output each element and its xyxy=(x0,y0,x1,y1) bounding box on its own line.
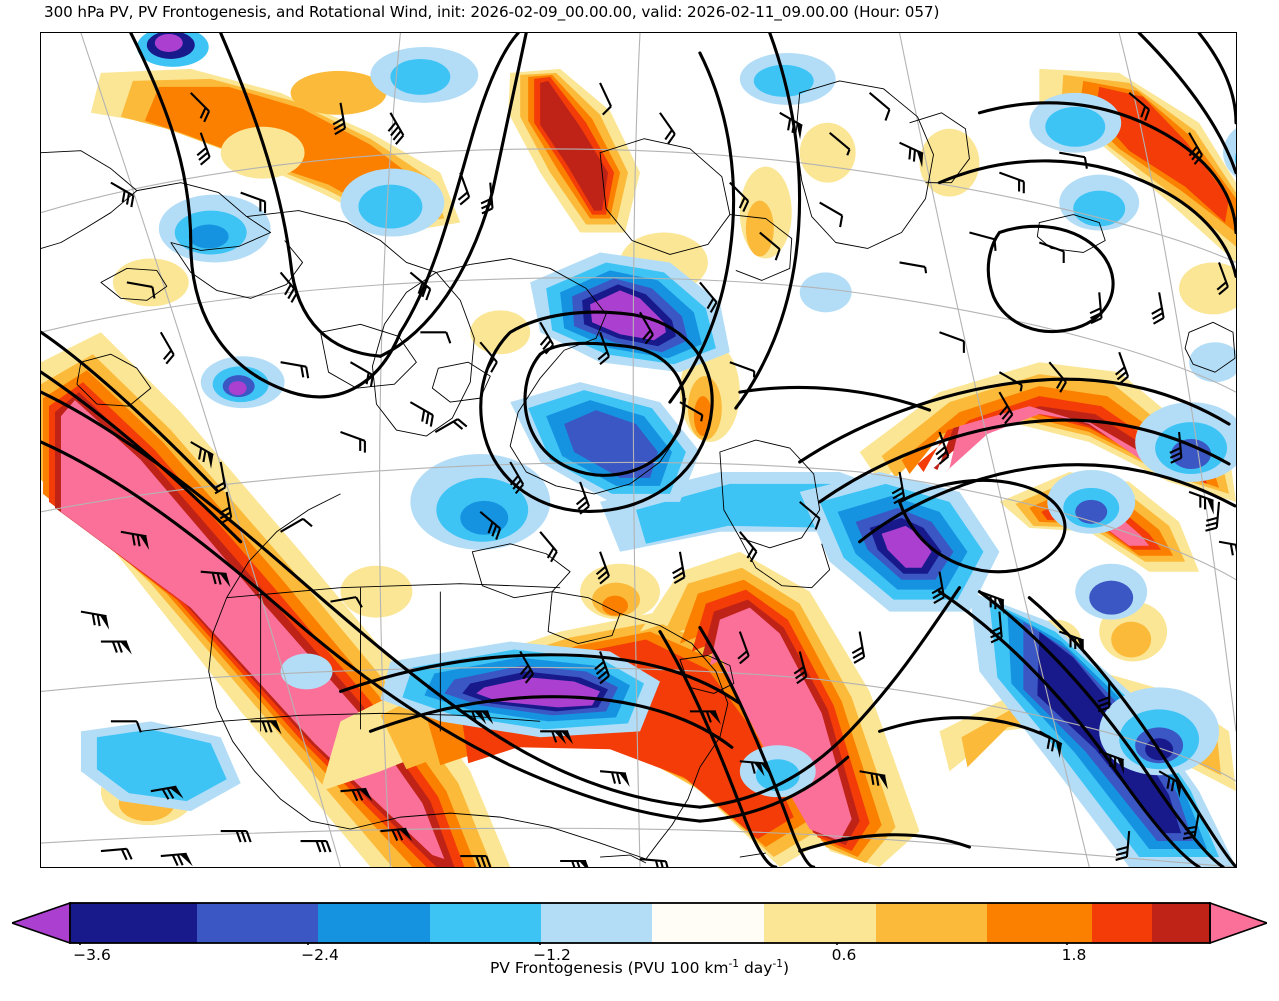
colorbar-tick-label: −3.6 xyxy=(73,946,111,964)
colorbar-label-close: ) xyxy=(782,959,790,977)
potential-vorticity-contour xyxy=(41,33,1236,867)
colorbar-label-mid: day xyxy=(739,959,773,977)
map-canvas xyxy=(41,33,1236,867)
colorbar-over-arrow xyxy=(1209,901,1267,945)
colorbar-label-plain: PV Frontogenesis (PVU 100 km xyxy=(489,959,729,977)
colorbar-tick-label: −1.2 xyxy=(533,946,571,964)
colorbar-bands xyxy=(70,903,1210,943)
colorbar-under-arrow xyxy=(12,901,71,945)
map-plot-area[interactable] xyxy=(40,32,1237,868)
colorbar-tick-label: 1.8 xyxy=(1061,946,1087,964)
colorbar-svg xyxy=(12,901,1267,945)
colorbar-ticks xyxy=(79,943,1068,945)
colorbar-label-exponent-1: -1 xyxy=(728,957,740,970)
colorbar-bar[interactable]: −3.6 −2.4 −1.2 0.6 1.8 3.0 xyxy=(12,901,1267,964)
colorbar-tick-label: −2.4 xyxy=(301,946,339,964)
colorbar: −3.6 −2.4 −1.2 0.6 1.8 3.0 PV Frontogene… xyxy=(0,893,1279,1001)
colorbar-tick-label: 0.6 xyxy=(831,946,857,964)
page-title: 300 hPa PV, PV Frontogenesis, and Rotati… xyxy=(44,3,940,21)
colorbar-axis-label: PV Frontogenesis (PVU 100 km-1 day-1) xyxy=(0,959,1279,977)
colorbar-label-exponent-2: -1 xyxy=(772,957,783,970)
colorbar-outline xyxy=(69,902,1211,944)
